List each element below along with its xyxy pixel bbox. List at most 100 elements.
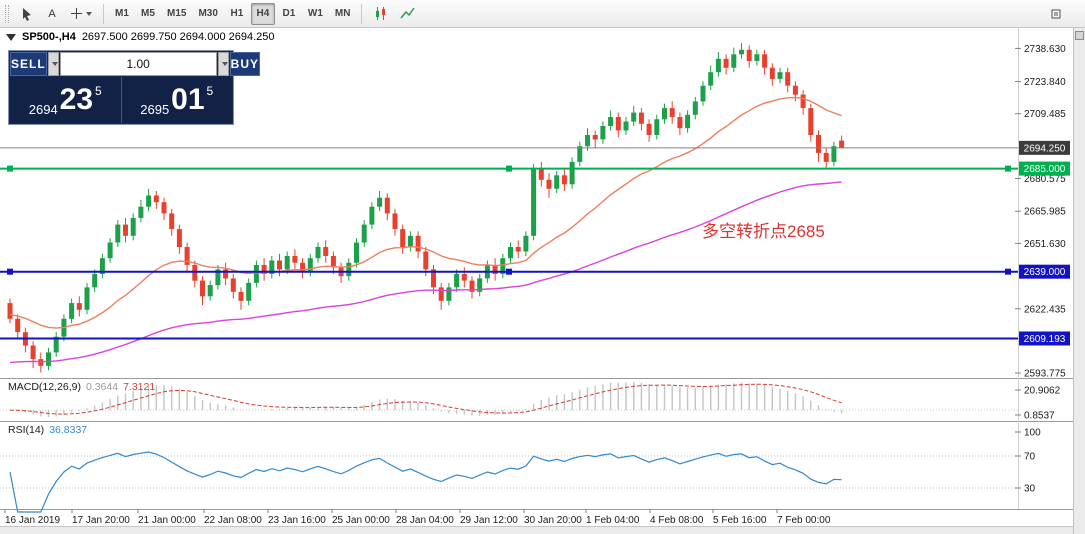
price-tick-label: 2723.840 <box>1024 77 1066 88</box>
time-tick-label: 21 Jan 00:00 <box>138 515 196 526</box>
time-tick-label: 16 Jan 2019 <box>5 515 60 526</box>
ma-slow-line <box>9 181 842 364</box>
price-tag-label: 2609.193 <box>1024 334 1066 345</box>
toolbar: A M1 M5 M15 M30 H1 H4 D1 W1 MN <box>0 0 1085 28</box>
bid-price[interactable]: 2694 23 5 <box>10 77 121 123</box>
macd-main-value: 0.3644 <box>85 381 119 393</box>
time-tick-label: 23 Jan 16:00 <box>268 515 326 526</box>
line-handle[interactable] <box>7 165 13 172</box>
rsi-label: RSI(14) <box>8 424 45 436</box>
right-panel-strip <box>1073 28 1085 534</box>
horizontal-lines <box>0 165 1018 340</box>
candlestick-chart-icon <box>376 7 386 20</box>
ma-fast-line <box>9 96 842 329</box>
ask-prefix: 2695 <box>140 102 170 117</box>
line-handle[interactable] <box>506 165 512 172</box>
chevron-down-icon <box>51 62 58 66</box>
price-tick-label: 2738.630 <box>1024 44 1066 55</box>
buy-button[interactable]: BUY <box>229 52 261 76</box>
price-tag-label: 2685.000 <box>1024 164 1066 175</box>
moving-averages <box>9 96 842 364</box>
time-tick-label: 29 Jan 12:00 <box>460 515 518 526</box>
price-tick-label: 2593.775 <box>1024 369 1066 380</box>
trade-controls-row: SELL BUY <box>10 52 261 76</box>
macd-label: MACD(12,26,9) <box>8 381 81 393</box>
line-chart-icon <box>400 7 416 19</box>
timeframe-button-w1[interactable]: W1 <box>307 8 323 19</box>
toolbar-overflow-button[interactable] <box>1045 3 1067 25</box>
timeframe-button-m1[interactable]: M1 <box>115 8 129 19</box>
panel-separators <box>0 28 1073 510</box>
toolbar-separator <box>361 3 363 24</box>
toolbar-separator <box>103 3 104 24</box>
macd-signal-line <box>9 383 842 415</box>
collapse-panel-button[interactable] <box>1075 31 1084 40</box>
line-handle[interactable] <box>1005 268 1011 275</box>
macd-signal-value: 7.3121 <box>123 381 156 393</box>
chart-annotation-text[interactable]: 多空转折点2685 <box>702 222 825 241</box>
line-chart-button[interactable] <box>395 3 420 25</box>
time-tick-label: 4 Feb 08:00 <box>650 515 704 526</box>
time-tick-label: 30 Jan 20:00 <box>524 515 582 526</box>
timeframe-button-h4[interactable]: H4 <box>250 2 275 25</box>
sell-button[interactable]: SELL <box>10 52 47 76</box>
rsi-panel: 100 70 30 <box>0 428 1041 513</box>
chevron-down-icon <box>221 62 228 66</box>
symbol-label: SP500-,H4 <box>22 31 76 43</box>
price-axis: 2738.630 2723.840 2709.485 2680.575 2665.985… <box>1015 44 1070 380</box>
crosshair-tool-button[interactable] <box>65 3 97 25</box>
volume-dropdown[interactable] <box>217 52 229 76</box>
time-tick-label: 17 Jan 20:00 <box>72 515 130 526</box>
price-tick-label: 2680.575 <box>1024 174 1066 185</box>
price-tick-label: 2622.435 <box>1024 304 1066 315</box>
toolbar-overflow-icon <box>1051 9 1061 18</box>
price-tick-label: 2665.985 <box>1024 207 1066 218</box>
price-tick-label: 2709.485 <box>1024 109 1066 120</box>
price-tag-label: 2639.000 <box>1024 267 1066 278</box>
chevron-down-icon <box>86 11 92 16</box>
chart-header: SP500-,H4 2697.500 2699.750 2694.000 269… <box>6 31 275 43</box>
rsi-value: 36.8337 <box>49 424 88 436</box>
time-tick-label: 5 Feb 16:00 <box>713 515 767 526</box>
sell-options-dropdown[interactable] <box>47 52 59 76</box>
line-handle[interactable] <box>506 268 512 275</box>
timeframe-button-m15[interactable]: M15 <box>167 8 187 19</box>
ohlc-values: 2697.500 2699.750 2694.000 2694.250 <box>81 31 275 43</box>
macd-tick-label: 20.9062 <box>1024 386 1061 397</box>
macd-title: MACD(12,26,9) 0.3644 7.3121 <box>8 381 155 393</box>
time-axis: 16 Jan 2019 17 Jan 20:00 21 Jan 00:00 22 Ja… <box>4 509 831 526</box>
trade-prices-row: 2694 23 5 2695 01 5 <box>10 77 232 123</box>
one-click-toggle-icon[interactable] <box>6 33 16 41</box>
timeframe-button-mn[interactable]: MN <box>334 8 351 19</box>
bid-pip-digit: 5 <box>95 84 102 98</box>
crosshair-icon <box>71 8 82 19</box>
cursor-tool-button[interactable] <box>15 3 39 25</box>
ask-price[interactable]: 2695 01 5 <box>120 77 233 123</box>
time-tick-label: 7 Feb 00:00 <box>777 515 831 526</box>
cursor-icon <box>23 7 31 21</box>
candlestick-series <box>7 43 845 373</box>
time-tick-label: 28 Jan 04:00 <box>396 515 454 526</box>
time-tick-label: 25 Jan 00:00 <box>332 515 390 526</box>
line-handle[interactable] <box>7 268 13 275</box>
timeframe-button-m30[interactable]: M30 <box>198 8 218 19</box>
candlestick-chart-button[interactable] <box>368 3 393 25</box>
macd-tick-label: 0.8537 <box>1024 411 1055 422</box>
rsi-tick-label: 100 <box>1024 428 1041 439</box>
rsi-tick-label: 70 <box>1024 452 1036 463</box>
text-label-tool-button[interactable]: A <box>48 7 56 20</box>
volume-input[interactable] <box>59 52 217 76</box>
ask-pip-digit: 5 <box>206 84 214 98</box>
macd-panel: 20.9062 0.8537 <box>0 382 1061 422</box>
line-handle[interactable] <box>1005 165 1011 172</box>
time-tick-label: 22 Jan 08:00 <box>204 515 262 526</box>
timeframe-group: M1 M5 M15 M30 H1 H4 D1 W1 MN <box>109 2 356 25</box>
price-tag-label: 2694.250 <box>1024 143 1066 154</box>
price-tick-label: 2651.630 <box>1024 239 1066 250</box>
timeframe-button-m5[interactable]: M5 <box>141 8 155 19</box>
timeframe-button-d1[interactable]: D1 <box>282 8 296 19</box>
timeframe-button-h1[interactable]: H1 <box>230 8 244 19</box>
